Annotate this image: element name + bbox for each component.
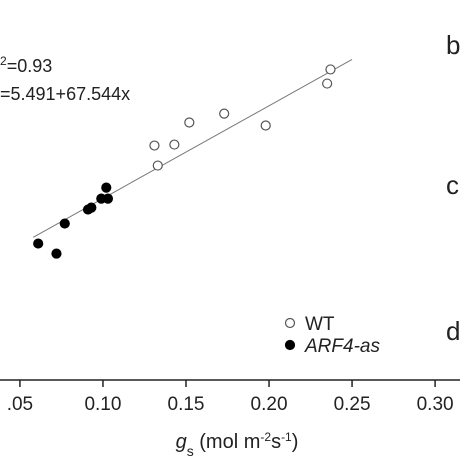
point [59,218,70,229]
text-part: -2 [260,430,271,444]
text-part: g [176,431,187,453]
panel-letter: b [446,30,460,60]
x-tick-label: 0.10 [84,394,121,415]
legend-marker [284,317,296,329]
point [82,204,94,215]
text-part: (mol m [194,431,261,453]
point [149,140,160,151]
panel-letter: d [446,316,460,346]
x-tick-label: 0.25 [334,394,371,415]
rich-text: gs (mol m-2s-1) [176,430,299,459]
panel-letter: c [446,170,459,200]
text-part: =0.93 [7,56,53,76]
point [325,64,336,75]
text-part: ) [292,431,299,453]
text-part: 2 [0,54,7,68]
r-squared: 2=0.93 [0,54,52,76]
point [169,139,180,150]
point [51,248,62,259]
legend-marker [284,339,296,351]
point [101,182,112,193]
point [260,120,271,131]
point [102,193,114,204]
point [184,117,195,128]
point [219,108,230,119]
x-tick-label: 0.15 [168,394,205,415]
x-tick-label: 0.30 [417,394,454,415]
text-part: s [187,443,194,459]
x-tick-label: .05 [7,394,33,415]
point [152,160,163,171]
equation: =5.491+67.544x [0,84,130,104]
text-part: -1 [281,430,292,444]
text-part: s [271,431,281,453]
legend-label: WT [305,314,335,335]
point [33,238,44,249]
legend-label: ARF4-as [304,336,380,357]
x-tick-label: 0.20 [251,394,288,415]
point [322,78,333,89]
